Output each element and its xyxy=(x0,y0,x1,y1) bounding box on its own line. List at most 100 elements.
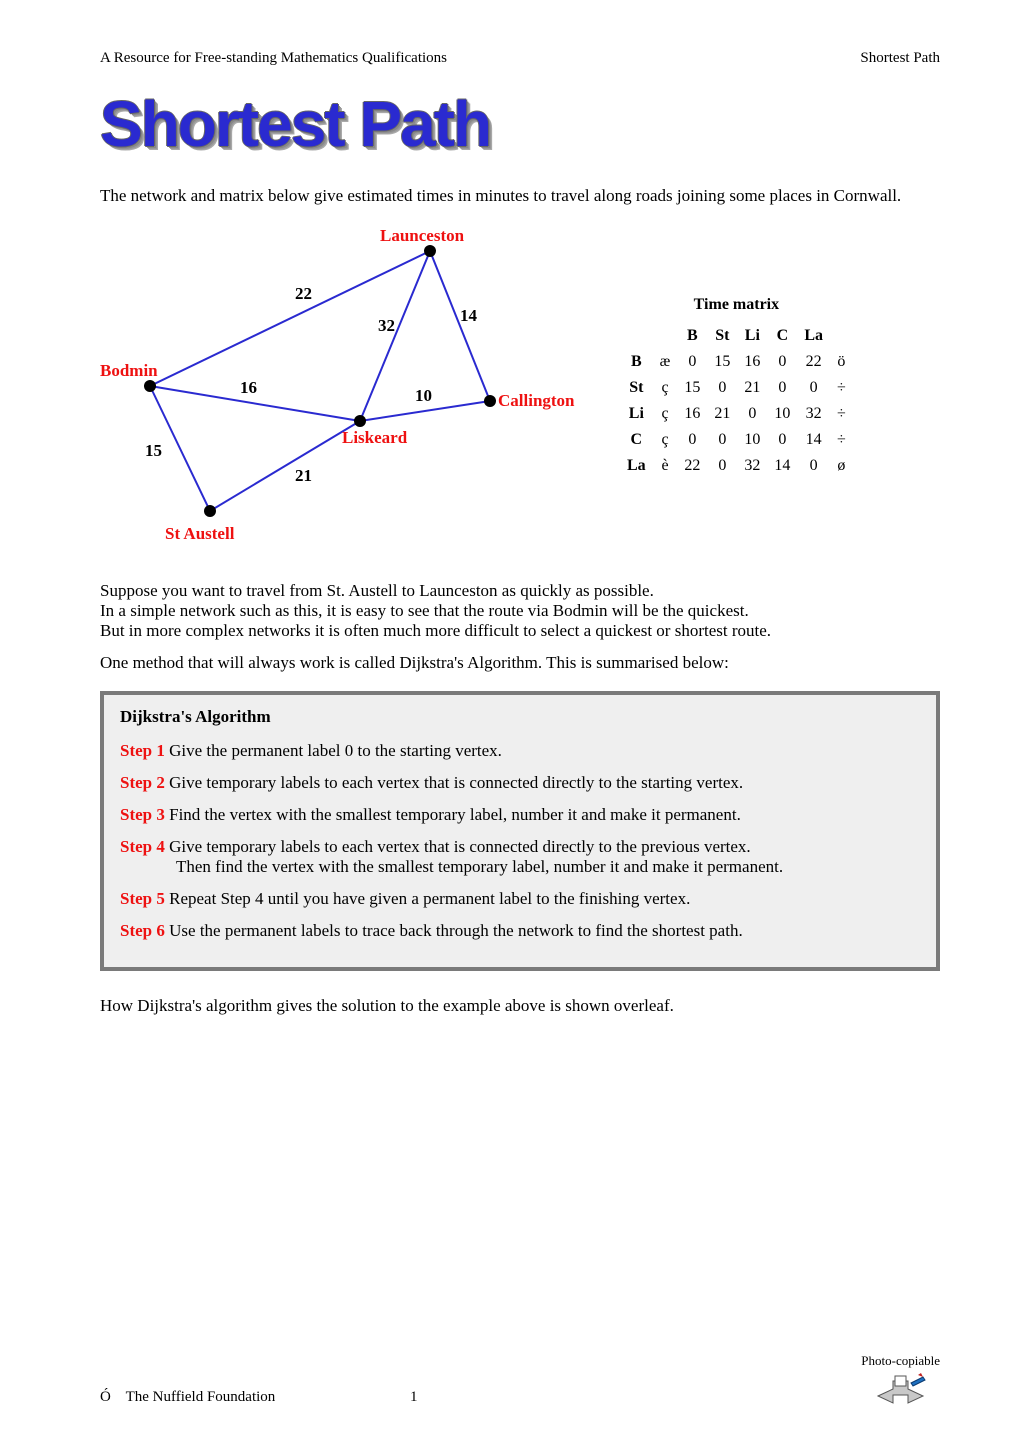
step-text: Give temporary labels to each vertex tha… xyxy=(165,773,743,792)
footer-left: The Nuffield Foundation xyxy=(126,1389,276,1405)
algorithm-title: Dijkstra's Algorithm xyxy=(120,707,920,727)
step-label: Step 6 xyxy=(120,921,165,940)
algorithm-step: Step 3 Find the vertex with the smallest… xyxy=(120,805,920,825)
step-label: Step 5 xyxy=(120,889,165,908)
matrix-row-header: C xyxy=(620,427,653,453)
step-text: Use the permanent labels to trace back t… xyxy=(165,921,743,940)
body-para-4: One method that will always work is call… xyxy=(100,653,940,673)
step-text: Give temporary labels to each vertex tha… xyxy=(165,837,751,856)
matrix-cell: 15 xyxy=(707,349,737,375)
edge-label: 32 xyxy=(378,316,395,335)
matrix-bracket: æ xyxy=(653,349,678,375)
matrix-col-header: B xyxy=(677,323,707,349)
matrix-cell: 32 xyxy=(797,401,830,427)
node-la xyxy=(424,245,436,257)
matrix-cell: 22 xyxy=(677,453,707,479)
step-text: Find the vertex with the smallest tempor… xyxy=(165,805,741,824)
matrix-row-header: B xyxy=(620,349,653,375)
algorithm-step: Step 5 Repeat Step 4 until you have give… xyxy=(120,889,920,909)
matrix-cell: 22 xyxy=(797,349,830,375)
time-matrix: Time matrix BStLiCLaBæ01516022öStç150210… xyxy=(620,293,853,479)
header-left: A Resource for Free-standing Mathematics… xyxy=(100,50,447,67)
step-label: Step 1 xyxy=(120,741,165,760)
matrix-bracket: ÷ xyxy=(830,427,853,453)
body-para-2: In a simple network such as this, it is … xyxy=(100,601,940,621)
footer-page-number: 1 xyxy=(410,1389,418,1406)
page-title: Shortest Path xyxy=(100,92,940,156)
edge-st-li xyxy=(210,421,360,511)
matrix-col-header: Li xyxy=(737,323,767,349)
algorithm-step: Step 2 Give temporary labels to each ver… xyxy=(120,773,920,793)
matrix-row-header: St xyxy=(620,375,653,401)
footer-right-label: Photo-copiable xyxy=(861,1353,940,1368)
matrix-cell: 21 xyxy=(707,401,737,427)
matrix-cell: 0 xyxy=(797,453,830,479)
node-label-st: St Austell xyxy=(165,524,235,543)
conclusion-paragraph: How Dijkstra's algorithm gives the solut… xyxy=(100,996,940,1016)
step-text-cont: Then find the vertex with the smallest t… xyxy=(176,857,920,877)
matrix-cell: 21 xyxy=(737,375,767,401)
matrix-bracket: è xyxy=(653,453,678,479)
header-right: Shortest Path xyxy=(860,50,940,67)
matrix-row-header: La xyxy=(620,453,653,479)
matrix-cell: 15 xyxy=(677,375,707,401)
edge-label: 15 xyxy=(145,441,162,460)
matrix-bracket: ç xyxy=(653,427,678,453)
matrix-bracket: ÷ xyxy=(830,375,853,401)
matrix-cell: 16 xyxy=(737,349,767,375)
matrix-bracket: ö xyxy=(830,349,853,375)
step-label: Step 3 xyxy=(120,805,165,824)
matrix-title: Time matrix xyxy=(620,293,853,317)
algorithm-step: Step 1 Give the permanent label 0 to the… xyxy=(120,741,920,761)
matrix-cell: 0 xyxy=(677,427,707,453)
matrix-cell: 0 xyxy=(767,375,797,401)
matrix-bracket: ç xyxy=(653,401,678,427)
edge-label: 22 xyxy=(295,284,312,303)
printer-icon xyxy=(861,1371,940,1406)
node-label-la: Launceston xyxy=(380,226,465,245)
edge-label: 10 xyxy=(415,386,432,405)
matrix-cell: 0 xyxy=(767,427,797,453)
matrix-cell: 14 xyxy=(797,427,830,453)
step-text: Repeat Step 4 until you have given a per… xyxy=(165,889,690,908)
matrix-cell: 0 xyxy=(737,401,767,427)
matrix-cell: 0 xyxy=(677,349,707,375)
node-c xyxy=(484,395,496,407)
matrix-cell: 10 xyxy=(767,401,797,427)
edge-la-c xyxy=(430,251,490,401)
body-para-3: But in more complex networks it is often… xyxy=(100,621,940,641)
matrix-bracket: ç xyxy=(653,375,678,401)
edge-label: 16 xyxy=(240,378,257,397)
edge-label: 14 xyxy=(460,306,478,325)
matrix-bracket: ÷ xyxy=(830,401,853,427)
edge-label: 21 xyxy=(295,466,312,485)
matrix-cell: 0 xyxy=(797,375,830,401)
matrix-cell: 0 xyxy=(707,453,737,479)
step-label: Step 4 xyxy=(120,837,165,856)
algorithm-step: Step 6 Use the permanent labels to trace… xyxy=(120,921,920,941)
node-label-c: Callington xyxy=(498,391,575,410)
matrix-cell: 14 xyxy=(767,453,797,479)
algorithm-box: Dijkstra's Algorithm Step 1 Give the per… xyxy=(100,691,940,971)
matrix-cell: 16 xyxy=(677,401,707,427)
footer-copyright-mark: Ó xyxy=(100,1389,111,1405)
node-st xyxy=(204,505,216,517)
step-label: Step 2 xyxy=(120,773,165,792)
matrix-cell: 10 xyxy=(737,427,767,453)
matrix-cell: 0 xyxy=(767,349,797,375)
matrix-row-header: Li xyxy=(620,401,653,427)
node-label-li: Liskeard xyxy=(342,428,408,447)
body-para-1: Suppose you want to travel from St. Aust… xyxy=(100,581,940,601)
node-b xyxy=(144,380,156,392)
matrix-cell: 0 xyxy=(707,375,737,401)
matrix-col-header: St xyxy=(707,323,737,349)
matrix-col-header: La xyxy=(797,323,830,349)
intro-paragraph: The network and matrix below give estima… xyxy=(100,186,940,206)
matrix-col-header: C xyxy=(767,323,797,349)
step-text: Give the permanent label 0 to the starti… xyxy=(165,741,502,760)
footer-right: Photo-copiable xyxy=(861,1353,940,1406)
algorithm-step: Step 4 Give temporary labels to each ver… xyxy=(120,837,920,877)
matrix-cell: 32 xyxy=(737,453,767,479)
matrix-bracket: ø xyxy=(830,453,853,479)
node-label-b: Bodmin xyxy=(100,361,158,380)
